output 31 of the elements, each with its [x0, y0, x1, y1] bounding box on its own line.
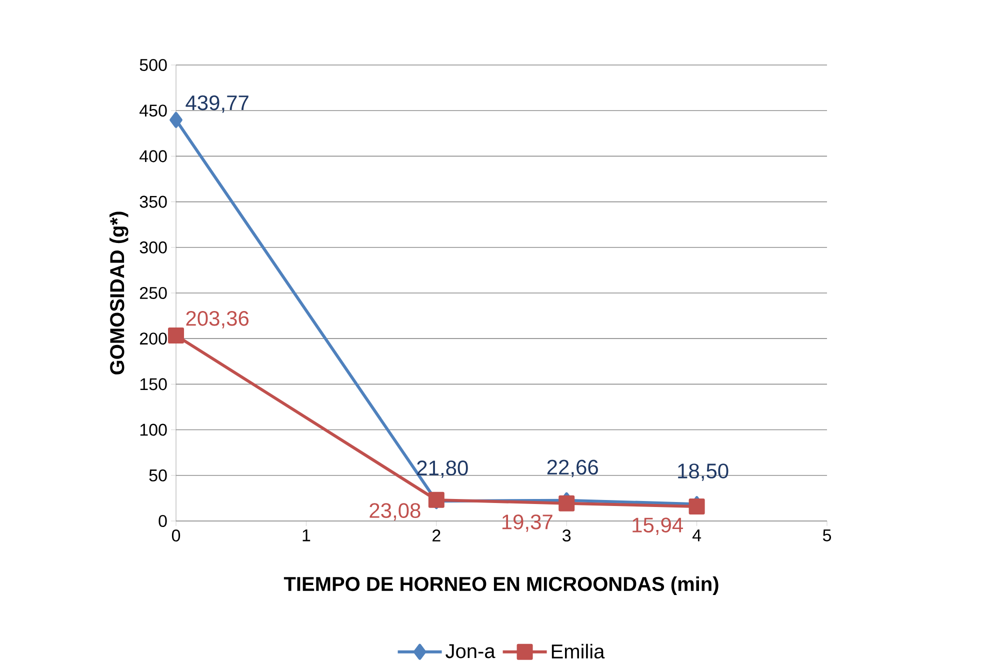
y-tick-label: 400 [140, 150, 167, 162]
point [558, 495, 575, 512]
x-tick-label: 4 [692, 530, 702, 542]
data-label: 439,77 [186, 95, 248, 113]
legend-label: Jon-a [446, 644, 496, 658]
x-tick-label: 5 [822, 530, 832, 542]
point [170, 112, 182, 128]
x-tick-label: 1 [302, 530, 310, 542]
y-tick-label: 150 [140, 378, 167, 390]
legend-label: Emilia [552, 644, 605, 659]
data-label: 21,80 [417, 460, 468, 478]
point [168, 328, 184, 344]
y-tick-label: 250 [140, 286, 167, 300]
y-tick-label: 350 [140, 196, 167, 208]
y-tick-label: 0 [158, 514, 167, 528]
x-tick-label: 0 [172, 530, 180, 542]
data-label: 15,94 [632, 518, 683, 535]
y-axis-title: GOMOSIDAD (g*) [110, 212, 128, 374]
y-tick-label: 500 [140, 58, 167, 72]
data-label: 203,36 [186, 310, 248, 328]
data-label: 18,50 [678, 464, 728, 481]
y-tick-label: 200 [140, 332, 167, 345]
x-tick-label: 2 [432, 530, 440, 542]
x-tick-label: 3 [562, 530, 571, 542]
y-tick-label: 300 [140, 241, 167, 254]
y-tick-label: 450 [140, 104, 167, 117]
y-tick-label: 100 [140, 424, 167, 436]
data-label: 23,08 [370, 503, 420, 520]
x-axis-title: TIEMPO DE HORNEO EN MICROONDAS (min) [284, 576, 718, 596]
data-label: 22,66 [547, 460, 598, 478]
y-tick-label: 50 [149, 469, 167, 482]
